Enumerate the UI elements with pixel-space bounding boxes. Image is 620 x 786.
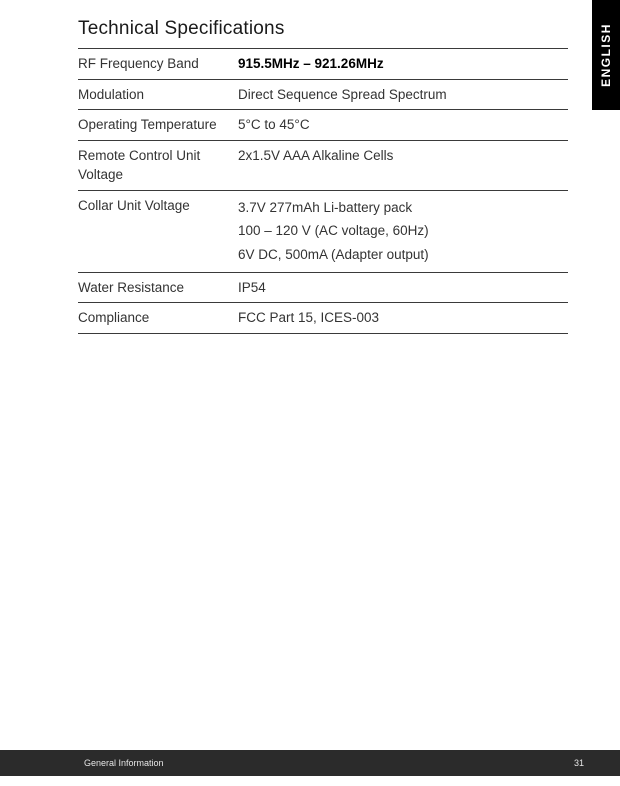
spec-label: RF Frequency Band <box>78 49 238 80</box>
language-tab: ENGLISH <box>592 0 620 110</box>
spec-label: Remote Control Unit Voltage <box>78 140 238 190</box>
spec-value-line: 6V DC, 500mA (Adapter output) <box>238 243 568 267</box>
spec-value: 5°C to 45°C <box>238 110 568 141</box>
table-row: Compliance FCC Part 15, ICES-003 <box>78 303 568 334</box>
table-row: Collar Unit Voltage 3.7V 277mAh Li-batte… <box>78 190 568 272</box>
table-row: RF Frequency Band 915.5MHz – 921.26MHz <box>78 49 568 80</box>
spec-value: 2x1.5V AAA Alkaline Cells <box>238 140 568 190</box>
content-area: Technical Specifications RF Frequency Ba… <box>78 18 568 334</box>
spec-value: 915.5MHz – 921.26MHz <box>238 49 568 80</box>
footer-page-number: 31 <box>574 758 584 768</box>
spec-value-line: 100 – 120 V (AC voltage, 60Hz) <box>238 219 568 243</box>
language-tab-label: ENGLISH <box>599 23 613 87</box>
spec-value: 3.7V 277mAh Li-battery pack 100 – 120 V … <box>238 190 568 272</box>
footer-section: General Information <box>84 758 164 768</box>
spec-label: Collar Unit Voltage <box>78 190 238 272</box>
spec-label: Operating Temperature <box>78 110 238 141</box>
spec-value-text: 915.5MHz – 921.26MHz <box>238 56 384 71</box>
table-row: Remote Control Unit Voltage 2x1.5V AAA A… <box>78 140 568 190</box>
spec-value: FCC Part 15, ICES-003 <box>238 303 568 334</box>
page: ENGLISH Technical Specifications RF Freq… <box>0 0 620 786</box>
page-footer: General Information 31 <box>0 750 620 776</box>
spec-label: Water Resistance <box>78 272 238 303</box>
table-row: Modulation Direct Sequence Spread Spectr… <box>78 79 568 110</box>
spec-label: Modulation <box>78 79 238 110</box>
table-row: Operating Temperature 5°C to 45°C <box>78 110 568 141</box>
spec-value: IP54 <box>238 272 568 303</box>
spec-value: Direct Sequence Spread Spectrum <box>238 79 568 110</box>
spec-value-line: 3.7V 277mAh Li-battery pack <box>238 196 568 220</box>
spec-table: RF Frequency Band 915.5MHz – 921.26MHz M… <box>78 48 568 334</box>
page-title: Technical Specifications <box>78 18 568 40</box>
spec-label: Compliance <box>78 303 238 334</box>
table-row: Water Resistance IP54 <box>78 272 568 303</box>
